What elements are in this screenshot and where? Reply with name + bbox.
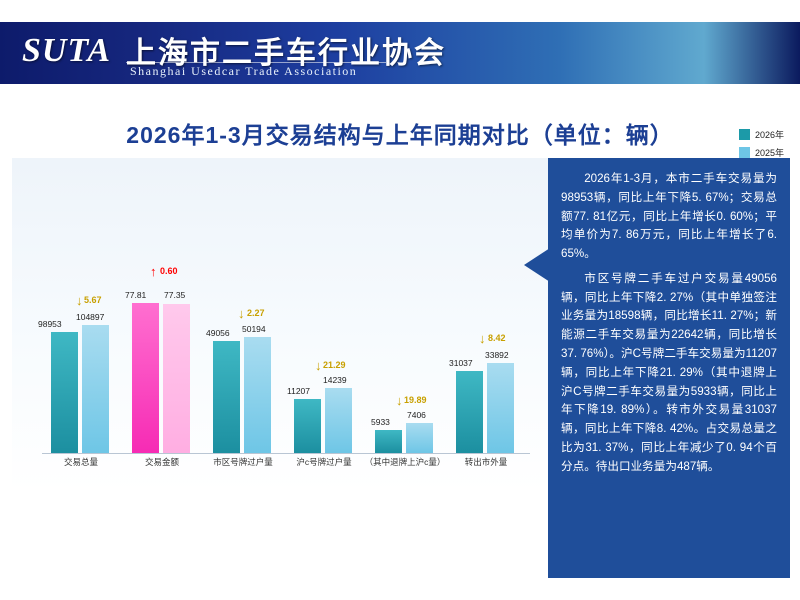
bar-group-5: 31037 33892 ↓ 8.42 转出市外量 bbox=[447, 193, 525, 467]
category-label-0: 交易总量 bbox=[63, 457, 98, 467]
delta-1: 0.60 bbox=[160, 266, 178, 276]
page-title: 2026年1-3月交易结构与上年同期对比（单位：辆） bbox=[126, 122, 674, 148]
bar-group-4-bars: 5933 7406 ↓ 19.89 bbox=[366, 193, 444, 453]
legend-label-2025: 2025年 bbox=[754, 148, 784, 158]
chart-panel: 98953 104897 ↓ 5.67 交易总量 77.81 77.35 ↑ 0… bbox=[12, 158, 548, 492]
legend-item-2025: 2025年 bbox=[738, 146, 784, 159]
association-logo: SUTA bbox=[22, 32, 112, 69]
summary-body: 2026年1-3月，本市二手车交易量为98953辆，同比上年下降5. 67%；交… bbox=[548, 158, 790, 493]
chart-legend: 2026年 2025年 bbox=[738, 128, 784, 164]
bar-group-5-bars: 31037 33892 ↓ 8.42 bbox=[447, 193, 525, 453]
bar-2025-4 bbox=[406, 423, 433, 453]
bar-2026-3 bbox=[294, 399, 321, 453]
value-2026-5: 31037 bbox=[449, 358, 473, 368]
header-banner: SUTA 上海市二手车行业协会 Shanghai Usedcar Trade A… bbox=[0, 22, 800, 84]
association-name-en: Shanghai Usedcar Trade Association bbox=[130, 64, 358, 78]
callout-tail bbox=[524, 248, 550, 282]
legend-swatch-2026 bbox=[738, 129, 750, 140]
bar-group-3: 11207 14239 ↓ 21.29 沪c号牌过户量 bbox=[285, 193, 363, 467]
category-label-5: 转出市外量 bbox=[464, 457, 508, 467]
delta-4: 19.89 bbox=[404, 395, 427, 405]
value-2025-1: 77.35 bbox=[164, 290, 186, 300]
down-arrow-icon-0: ↓ bbox=[76, 293, 83, 308]
value-2025-0: 104897 bbox=[76, 312, 105, 322]
chart-baseline bbox=[42, 453, 530, 454]
bar-group-4: 5933 7406 ↓ 19.89 （其中退牌上沪c量） bbox=[365, 193, 446, 467]
value-2026-3: 11207 bbox=[287, 386, 311, 396]
bar-2025-5 bbox=[487, 363, 514, 453]
value-2025-5: 33892 bbox=[485, 350, 509, 360]
down-arrow-icon-2: ↓ bbox=[238, 306, 245, 321]
bar-2025-0 bbox=[82, 325, 109, 453]
category-label-4: （其中退牌上沪c量） bbox=[364, 457, 446, 467]
summary-paragraph-2: 市区号牌二手车过户交易量49056辆，同比上年下降2. 27%（其中单独签注业务… bbox=[561, 271, 777, 473]
bar-chart: 98953 104897 ↓ 5.67 交易总量 77.81 77.35 ↑ 0… bbox=[28, 168, 532, 467]
value-2025-2: 50194 bbox=[242, 324, 266, 334]
summary-panel: 2026年1-3月，本市二手车交易量为98953辆，同比上年下降5. 67%；交… bbox=[548, 158, 790, 578]
category-label-2: 市区号牌过户量 bbox=[213, 457, 273, 467]
delta-0: 5.67 bbox=[84, 295, 102, 305]
header-divider bbox=[126, 62, 386, 63]
bar-2026-2 bbox=[213, 341, 240, 453]
bar-group-2: 49056 50194 ↓ 2.27 市区号牌过户量 bbox=[204, 193, 282, 467]
down-arrow-icon-3: ↓ bbox=[315, 358, 322, 373]
category-label-3: 沪c号牌过户量 bbox=[296, 457, 352, 467]
bar-group-1: 77.81 77.35 ↑ 0.60 交易金额 bbox=[123, 193, 201, 467]
up-arrow-icon-1: ↑ bbox=[150, 264, 157, 279]
bar-2026-1 bbox=[132, 303, 159, 453]
bar-2026-5 bbox=[456, 371, 483, 453]
down-arrow-icon-4: ↓ bbox=[396, 393, 403, 408]
bar-group-0: 98953 104897 ↓ 5.67 交易总量 bbox=[38, 193, 120, 467]
delta-5: 8.42 bbox=[488, 333, 506, 343]
value-2025-4: 7406 bbox=[407, 410, 426, 420]
bar-2026-4 bbox=[375, 430, 402, 453]
bar-group-2-bars: 49056 50194 ↓ 2.27 bbox=[204, 193, 282, 453]
value-2025-3: 14239 bbox=[323, 375, 347, 385]
bar-group-0-bars: 98953 104897 ↓ 5.67 bbox=[38, 193, 120, 453]
bar-2025-1 bbox=[163, 304, 190, 453]
bar-group-3-bars: 11207 14239 ↓ 21.29 bbox=[285, 193, 363, 453]
value-2026-4: 5933 bbox=[371, 417, 390, 427]
bar-2025-2 bbox=[244, 337, 271, 453]
header-banner-inner: SUTA 上海市二手车行业协会 Shanghai Usedcar Trade A… bbox=[0, 22, 800, 84]
bar-2026-0 bbox=[51, 332, 78, 453]
association-name-cn: 上海市二手车行业协会 bbox=[126, 37, 446, 70]
bar-group-1-bars: 77.81 77.35 ↑ 0.60 bbox=[123, 193, 201, 453]
legend-item-2026: 2026年 bbox=[738, 128, 784, 141]
value-2026-2: 49056 bbox=[206, 328, 230, 338]
delta-3: 21.29 bbox=[323, 360, 346, 370]
value-2026-1: 77.81 bbox=[125, 290, 147, 300]
legend-swatch-2025 bbox=[738, 147, 750, 158]
value-2026-0: 98953 bbox=[38, 319, 62, 329]
bar-2025-3 bbox=[325, 388, 352, 453]
category-label-1: 交易金额 bbox=[144, 457, 179, 467]
down-arrow-icon-5: ↓ bbox=[479, 331, 486, 346]
legend-label-2026: 2026年 bbox=[754, 130, 784, 140]
delta-2: 2.27 bbox=[247, 308, 265, 318]
summary-paragraph-1: 2026年1-3月，本市二手车交易量为98953辆，同比上年下降5. 67%；交… bbox=[561, 172, 777, 261]
